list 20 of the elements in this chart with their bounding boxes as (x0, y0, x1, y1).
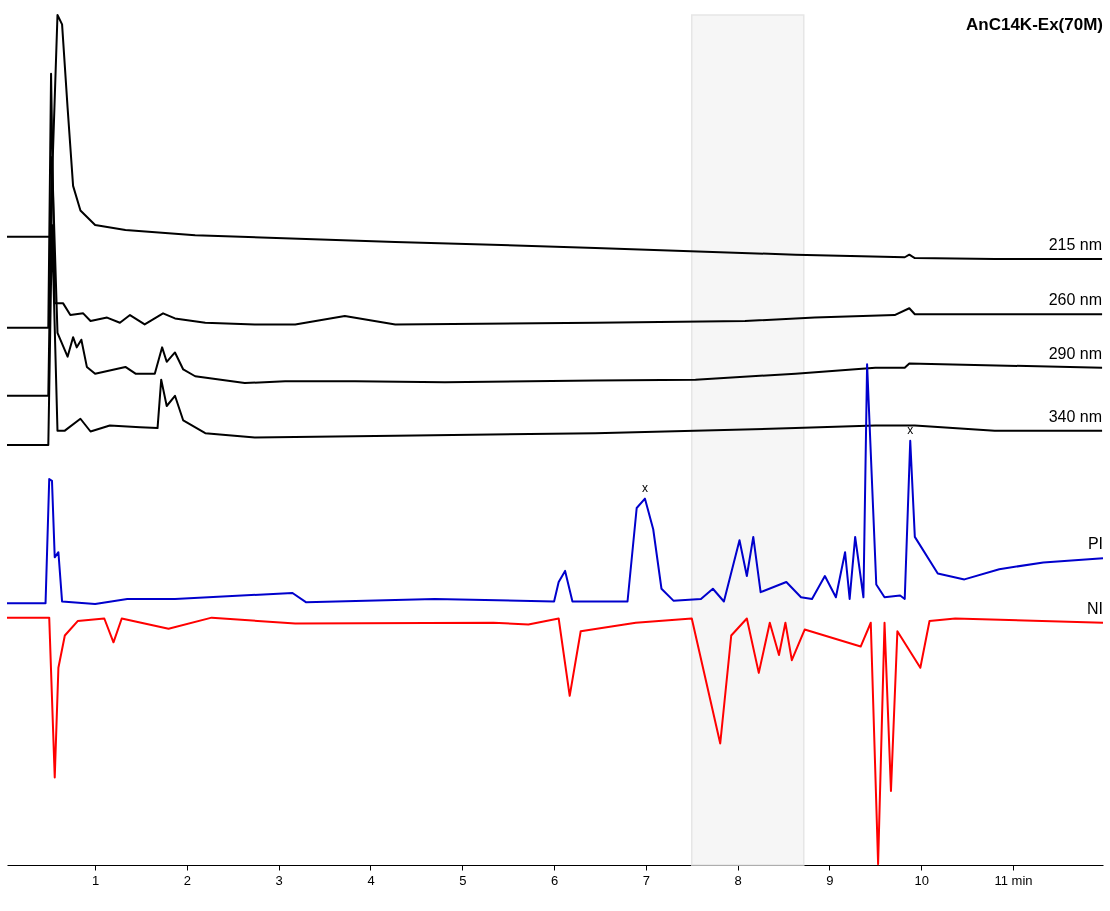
series-label: PI (1087, 535, 1103, 553)
x-tick-label: 8 (734, 872, 742, 888)
series-label: 260 nm (1048, 291, 1103, 309)
x-tick-label: 11 min (994, 872, 1033, 888)
series-label: 290 nm (1048, 344, 1103, 362)
series-label: 340 nm (1048, 407, 1103, 425)
x-tick-label: 4 (367, 872, 375, 888)
series-label: NI (1087, 599, 1103, 617)
x-tick-label: 7 (642, 872, 650, 888)
x-tick-label: 5 (459, 872, 467, 888)
x-tick-label: 2 (183, 872, 192, 888)
chart-title: AnC14K-Ex(70M) (966, 15, 1103, 34)
annotation: x (641, 480, 648, 495)
x-tick-label: 3 (275, 872, 283, 888)
x-tick-label: 10 (914, 872, 929, 888)
x-tick-label: 1 (92, 872, 100, 888)
x-tick-label: 6 (550, 872, 559, 888)
x-tick-label: 9 (826, 872, 834, 888)
annotation: x (907, 422, 914, 437)
series-label: 215 nm (1048, 235, 1103, 253)
